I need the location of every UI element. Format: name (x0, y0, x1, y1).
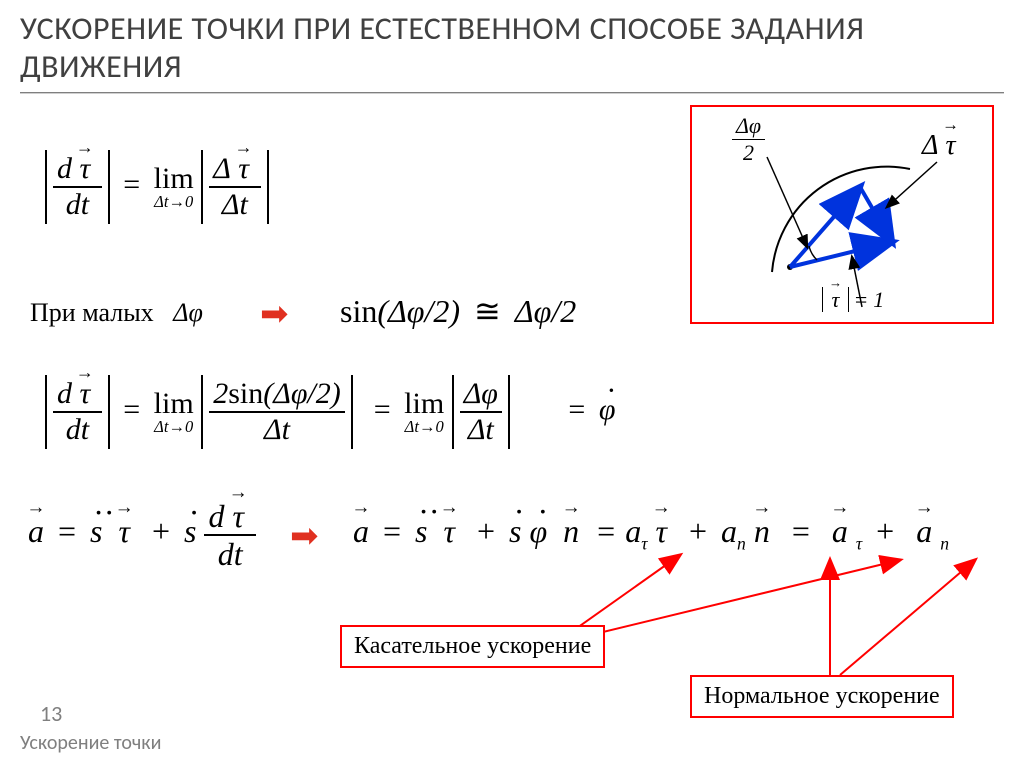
implies-arrow-2: ➡ (290, 520, 319, 554)
formula-acceleration-right: a = s·· τ + s· φ· n = aτ τ + an n = a τ … (345, 515, 949, 553)
page-number: 13 (40, 700, 62, 727)
label-tangential-accel: Касательное ускорение (340, 625, 605, 668)
implies-arrow-1: ➡ (260, 298, 289, 332)
slide: УСКОРЕНИЕ ТОЧКИ ПРИ ЕСТЕСТВЕННОМ СПОСОБЕ… (0, 0, 1024, 767)
footer-subtitle: Ускорение точки (20, 731, 161, 755)
small-angle-caption: При малых Δφ (30, 300, 203, 326)
formula-dtau-dt-expand: d τ dt = limΔt→0 2sin(Δφ/2) Δt = limΔt→0… (45, 375, 615, 449)
label-delta-tau: Δ τ (922, 132, 962, 160)
title-underline (20, 92, 1004, 94)
page-title: УСКОРЕНИЕ ТОЧКИ ПРИ ЕСТЕСТВЕННОМ СПОСОБЕ… (20, 10, 1004, 87)
formula-acceleration-left: a = s·· τ + s· d τ dt (20, 500, 256, 570)
label-dphi-half: Δφ2 (732, 115, 765, 164)
small-angle-text: При малых (30, 298, 154, 327)
unit-tangent-diagram: Δφ2 Δ τ τ =1 (690, 105, 994, 324)
label-normal-accel: Нормальное ускорение (690, 675, 954, 718)
formula-sin-approx: sin(Δφ/2) ≅ Δφ/2 (340, 295, 576, 327)
label-tau-mag: τ =1 (822, 289, 884, 311)
formula-dtau-dt-limit: d τ dt = limΔt→0 Δ τ Δt (45, 150, 269, 224)
